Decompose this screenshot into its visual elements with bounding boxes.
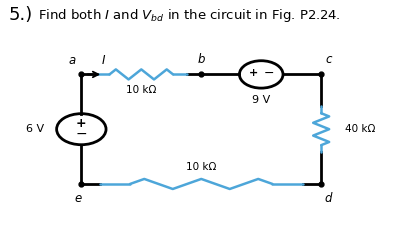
Text: Find both $I$ and $V_{bd}$ in the circuit in Fig. P2.24.: Find both $I$ and $V_{bd}$ in the circui…	[38, 6, 340, 24]
Text: d: d	[325, 192, 332, 205]
Text: 6 V: 6 V	[26, 124, 44, 134]
Text: c: c	[325, 53, 332, 66]
Text: +: +	[249, 68, 258, 78]
Text: 10 kΩ: 10 kΩ	[126, 85, 156, 95]
Text: 9 V: 9 V	[252, 94, 270, 104]
Text: −: −	[264, 67, 275, 80]
Text: I: I	[101, 54, 105, 67]
Text: −: −	[76, 127, 87, 141]
Text: 5.): 5.)	[9, 6, 33, 24]
Text: b: b	[197, 53, 205, 66]
Text: +: +	[76, 117, 87, 130]
Text: 10 kΩ: 10 kΩ	[186, 162, 216, 172]
Text: a: a	[69, 54, 76, 67]
Text: e: e	[74, 192, 81, 205]
Text: 40 kΩ: 40 kΩ	[345, 124, 375, 134]
